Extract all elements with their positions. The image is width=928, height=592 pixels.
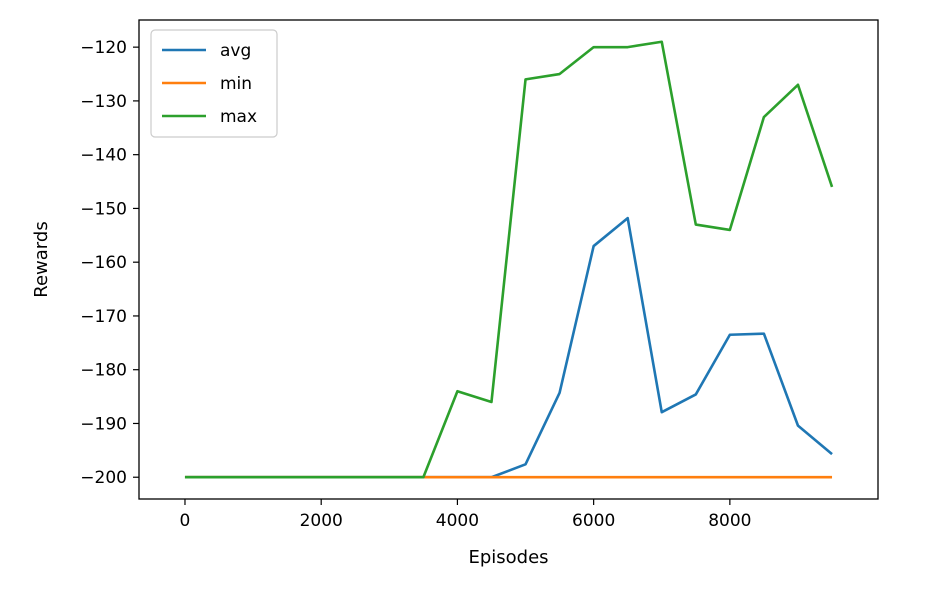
series-line-avg [184,216,833,479]
legend-label-avg: avg [220,41,251,61]
y-tick-label: −130 [80,92,127,112]
legend-label-min: min [220,74,252,94]
y-tick-label: −120 [80,38,127,58]
legend-box [150,29,278,138]
series-layer [184,40,834,479]
x-tick-label: 4000 [436,511,479,531]
y-tick-label: −140 [80,146,127,166]
y-tick-label: −200 [80,468,127,488]
x-tick-label: 8000 [708,511,751,531]
x-tick-label: 0 [180,511,191,531]
y-tick-label: −150 [80,199,127,219]
legend: avg min max [150,29,278,138]
x-axis: 0 2000 4000 6000 8000 [180,499,751,531]
plot-frame [138,19,879,500]
x-axis-title: Episodes [468,547,548,568]
y-tick-label: −160 [80,253,127,273]
y-axis-title: Rewards [31,221,52,297]
y-tick-label: −180 [80,361,127,381]
y-tick-label: −190 [80,414,127,434]
x-tick-label: 2000 [300,511,343,531]
y-tick-label: −170 [80,307,127,327]
legend-label-max: max [220,107,257,127]
x-tick-label: 6000 [572,511,615,531]
series-line-max [184,40,834,479]
y-axis: −120 −130 −140 −150 −160 −170 −180 −190 −200 [80,38,139,488]
